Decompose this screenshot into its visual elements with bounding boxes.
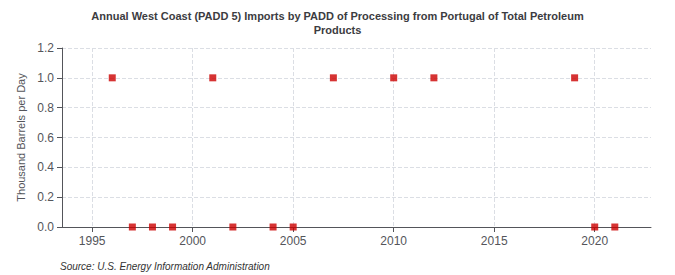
svg-text:1.2: 1.2 — [37, 41, 54, 55]
svg-text:0.2: 0.2 — [37, 190, 54, 204]
svg-text:Source: U.S. Energy Informatio: Source: U.S. Energy Information Administ… — [60, 261, 270, 272]
svg-text:2020: 2020 — [581, 234, 608, 248]
svg-text:2005: 2005 — [280, 234, 307, 248]
svg-text:Annual West Coast (PADD 5) Imp: Annual West Coast (PADD 5) Imports by PA… — [91, 10, 584, 22]
svg-text:0.8: 0.8 — [37, 101, 54, 115]
svg-text:Products: Products — [314, 24, 362, 36]
svg-text:1995: 1995 — [79, 234, 106, 248]
svg-text:0.4: 0.4 — [37, 160, 54, 174]
svg-text:0.0: 0.0 — [37, 220, 54, 234]
svg-text:2015: 2015 — [481, 234, 508, 248]
svg-text:1.0: 1.0 — [37, 71, 54, 85]
svg-text:2000: 2000 — [179, 234, 206, 248]
svg-text:Thousand Barrels per Day: Thousand Barrels per Day — [15, 73, 27, 202]
svg-text:0.6: 0.6 — [37, 131, 54, 145]
svg-text:2010: 2010 — [380, 234, 407, 248]
